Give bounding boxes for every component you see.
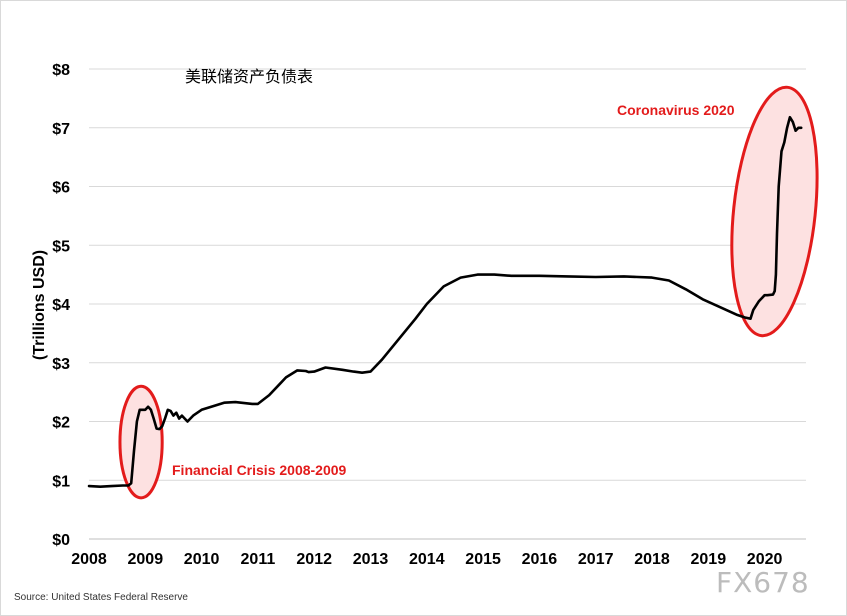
chart-title: 美联储资产负债表 — [185, 67, 313, 86]
highlight-ellipses — [118, 85, 819, 500]
coronavirus-annotation: Coronavirus 2020 — [617, 102, 735, 118]
financial-crisis-highlight — [118, 384, 164, 500]
y-tick-label: $4 — [52, 297, 70, 314]
x-tick-label: 2008 — [71, 551, 107, 568]
y-tick-label: $3 — [52, 356, 70, 373]
x-tick-label: 2016 — [522, 551, 558, 568]
x-tick-label: 2015 — [465, 551, 501, 568]
watermark-logo: FX678 — [716, 566, 810, 599]
x-tick-label: 2019 — [691, 551, 727, 568]
x-tick-label: 2020 — [747, 551, 783, 568]
financial-crisis-annotation: Financial Crisis 2008-2009 — [172, 462, 347, 478]
x-tick-label: 2009 — [128, 551, 164, 568]
x-tick-label: 2011 — [241, 551, 276, 568]
coronavirus-highlight — [730, 85, 819, 338]
y-tick-label: $7 — [52, 121, 70, 138]
y-tick-label: $0 — [52, 532, 70, 549]
x-tick-label: 2013 — [353, 551, 389, 568]
y-axis-label: (Trillions USD) — [31, 250, 48, 360]
series-line-balance-sheet — [87, 115, 803, 489]
y-tick-label: $1 — [52, 473, 70, 490]
x-tick-label: 2018 — [634, 551, 670, 568]
y-tick-label: $2 — [52, 415, 70, 432]
source-note: Source: United States Federal Reserve — [14, 592, 188, 603]
series-layer — [87, 115, 803, 489]
x-tick-label: 2012 — [296, 551, 332, 568]
x-tick-label: 2017 — [578, 551, 614, 568]
y-tick-label: $6 — [52, 180, 70, 197]
axes: $0 $1 $2 $3 $4 $5 $6 $7 $8 2008 2009 2010 2011 2012 20… — [52, 62, 806, 568]
y-tick-label: $8 — [52, 62, 70, 79]
y-tick-label: $5 — [52, 238, 70, 255]
x-tick-label: 2014 — [409, 551, 445, 568]
x-tick-label: 2010 — [184, 551, 220, 568]
gridlines — [89, 68, 806, 481]
